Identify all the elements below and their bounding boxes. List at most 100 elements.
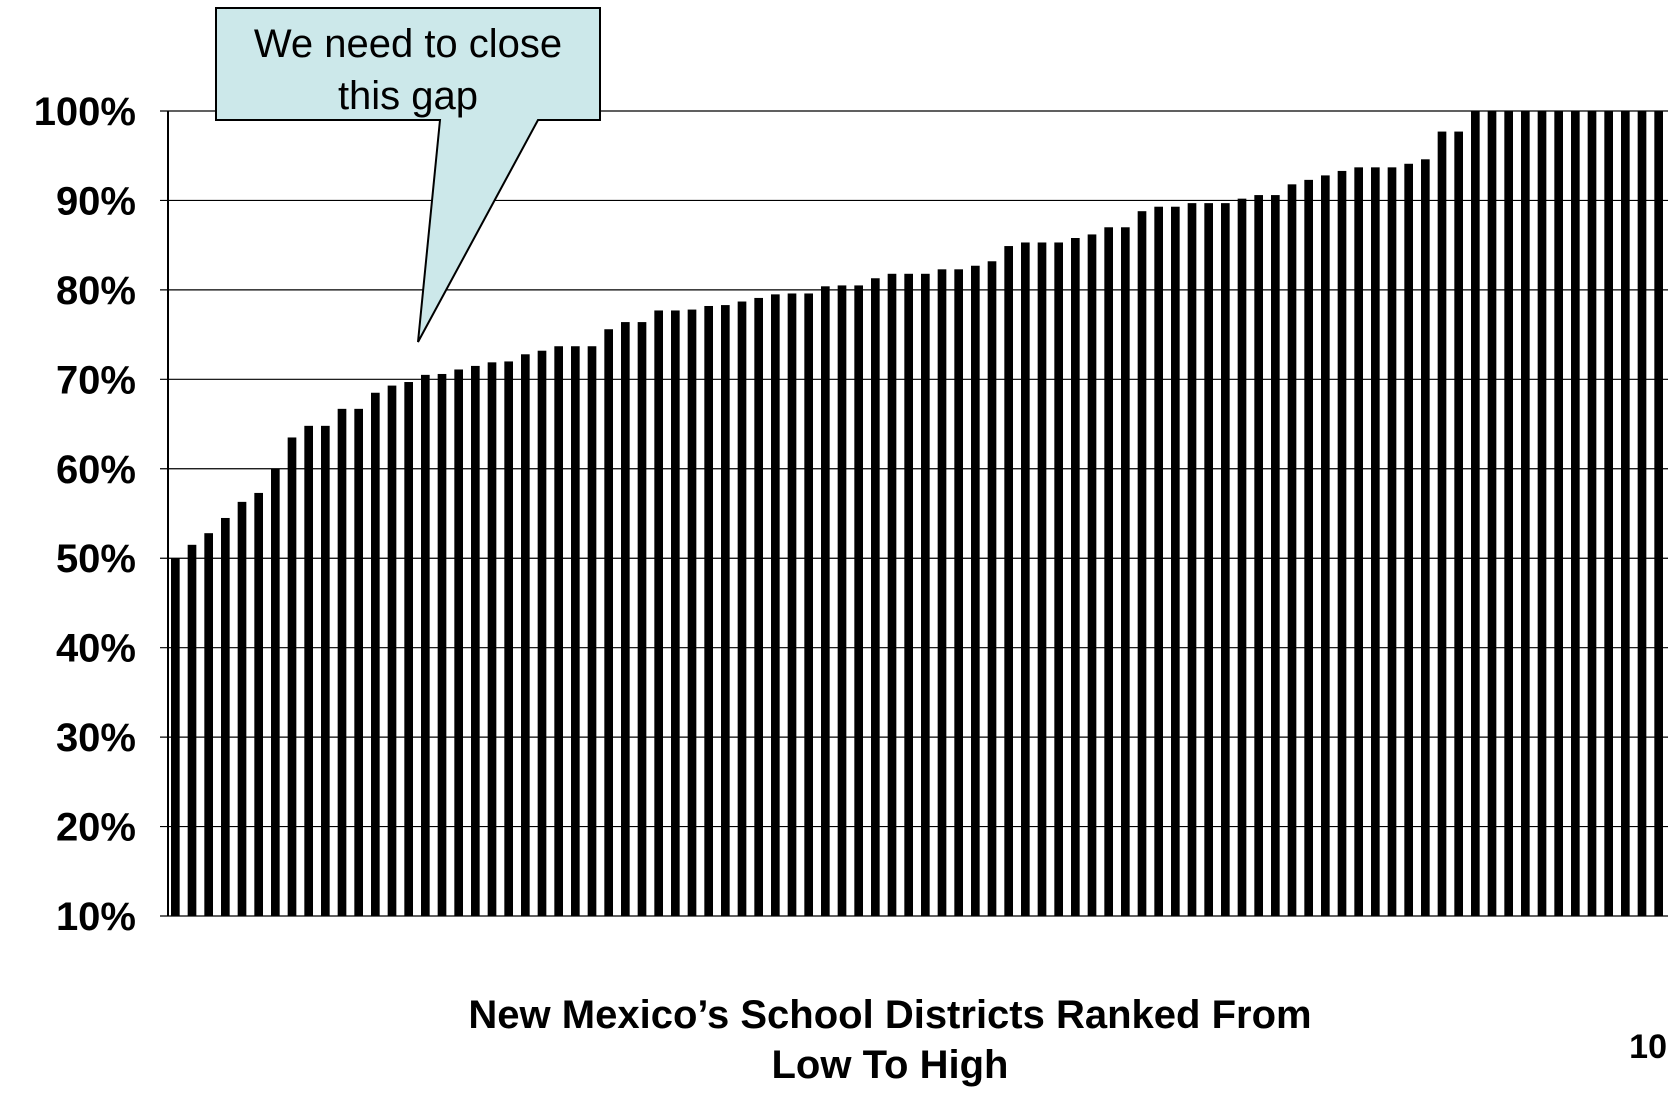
x-axis-label-line-2: Low To High — [771, 1043, 1009, 1087]
bar — [337, 408, 347, 916]
bar — [921, 273, 930, 916]
y-tick-label: 20% — [56, 806, 136, 850]
bar — [321, 425, 330, 916]
bar — [971, 265, 980, 916]
y-tick-label: 40% — [56, 627, 136, 671]
bar — [1154, 206, 1163, 916]
bar — [954, 269, 963, 916]
bar — [221, 517, 230, 916]
bar — [687, 309, 697, 916]
bar — [871, 278, 880, 916]
bar — [771, 294, 780, 916]
bar — [454, 369, 463, 916]
bar — [621, 322, 630, 917]
x-axis-label: New Mexico’s School Districts Ranked Fro… — [360, 990, 1420, 1090]
bar — [754, 297, 763, 916]
bar — [1521, 111, 1530, 916]
bar — [887, 273, 897, 916]
y-tick-label: 70% — [56, 358, 136, 402]
bars — [171, 111, 1663, 917]
bar — [1404, 163, 1413, 916]
bar — [1387, 167, 1397, 917]
bar — [1371, 167, 1380, 917]
bar — [721, 305, 730, 917]
y-axis-ticks: 10% 20% 30% 40% 50% 60% 70% 80% 90% 100% — [34, 90, 136, 939]
bar — [1454, 131, 1463, 916]
bar — [371, 392, 380, 916]
bar — [671, 310, 680, 917]
bar — [854, 285, 863, 916]
bar — [554, 346, 563, 916]
bar — [1621, 111, 1630, 916]
bar — [171, 558, 180, 916]
callout-line-2: this gap — [337, 74, 479, 118]
bar — [1354, 167, 1363, 917]
bar — [1121, 227, 1130, 916]
bar — [404, 382, 413, 916]
bar — [571, 346, 580, 916]
y-tick-label: 50% — [56, 537, 136, 581]
bar — [387, 385, 397, 917]
callout-line-1: We need to close — [253, 22, 563, 66]
bar — [1487, 111, 1497, 916]
bar — [937, 269, 947, 916]
bar — [1204, 203, 1213, 916]
bar — [821, 286, 830, 916]
bar — [537, 350, 547, 917]
bar — [1537, 111, 1547, 916]
y-tick-label: 80% — [56, 269, 136, 313]
bar — [1037, 242, 1047, 917]
bar — [1637, 111, 1647, 916]
bar — [1071, 238, 1080, 916]
bar — [1137, 211, 1147, 916]
bar — [521, 354, 530, 916]
bar — [304, 425, 313, 916]
y-tick-label: 60% — [56, 448, 136, 492]
bar — [1004, 246, 1013, 916]
y-tick-label: 10% — [56, 895, 136, 939]
bar — [604, 329, 613, 916]
bar — [437, 373, 447, 917]
y-tick-label: 30% — [56, 716, 136, 760]
bar — [1587, 111, 1597, 916]
bar — [1254, 195, 1263, 916]
bar — [1471, 111, 1480, 916]
x-axis-label-line-1: New Mexico’s School Districts Ranked Fro… — [468, 993, 1312, 1037]
bar — [1237, 198, 1247, 916]
bar — [587, 346, 597, 916]
bar — [1187, 203, 1197, 916]
bar — [287, 437, 297, 916]
bar — [1604, 111, 1613, 916]
callout-text: We need to close this gap — [218, 18, 598, 122]
bar — [237, 501, 247, 916]
bar — [1421, 159, 1430, 917]
bar — [1504, 111, 1513, 916]
bar — [904, 273, 913, 916]
bar — [1554, 111, 1563, 916]
bar — [1087, 234, 1097, 916]
bar — [1054, 242, 1063, 917]
bar — [1221, 203, 1230, 916]
annotation-callout — [215, 7, 601, 343]
bar — [1271, 195, 1280, 916]
y-tick-label: 100% — [34, 90, 136, 134]
bar — [837, 285, 847, 916]
bar — [1104, 227, 1113, 916]
bar — [1021, 242, 1030, 917]
bar — [354, 408, 363, 916]
bar — [737, 301, 747, 916]
bar — [1287, 184, 1297, 917]
bar — [271, 468, 280, 916]
bar — [504, 361, 513, 916]
y-tick-label: 90% — [56, 179, 136, 223]
bar — [421, 374, 430, 916]
callout-bubble — [215, 7, 601, 343]
bar — [1337, 170, 1347, 916]
bar — [254, 492, 263, 916]
bar — [1321, 175, 1330, 916]
bar — [187, 544, 197, 916]
bar — [1304, 179, 1313, 916]
bar — [1171, 206, 1180, 916]
bar — [1571, 111, 1580, 916]
